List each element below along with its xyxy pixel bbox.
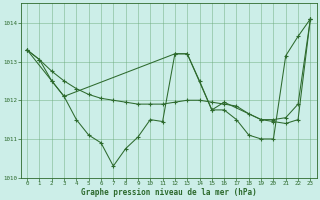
X-axis label: Graphe pression niveau de la mer (hPa): Graphe pression niveau de la mer (hPa) bbox=[81, 188, 257, 197]
